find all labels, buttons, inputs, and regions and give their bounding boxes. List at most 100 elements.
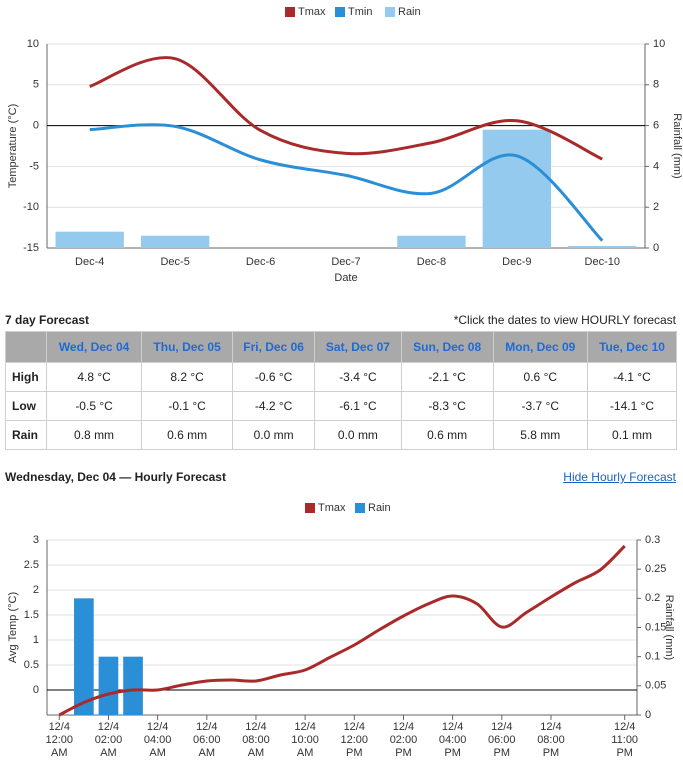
date-link[interactable]: Sun, Dec 08 — [400, 331, 494, 363]
x-tick-label: 12/4 12:00 PM — [340, 721, 369, 759]
legend-swatch — [385, 7, 395, 17]
date-link[interactable]: Mon, Dec 09 — [492, 331, 589, 363]
y-tick-label: -10 — [23, 201, 39, 213]
x-tick-label: 12/4 02:00 AM — [94, 721, 123, 759]
y-tick-label: 3 — [33, 534, 39, 546]
date-link[interactable]: Fri, Dec 06 — [232, 331, 316, 363]
legend-swatch — [335, 7, 345, 17]
y-tick-label: 1 — [33, 634, 39, 646]
y2-tick-label: 0.05 — [645, 680, 666, 692]
temp-line — [89, 123, 604, 242]
y-tick-label: 1.5 — [24, 609, 39, 621]
table-row: Low -0.5 °C -0.1 °C -4.2 °C -6.1 °C -8.3 °C -3… — [5, 391, 677, 421]
cell: -8.3 °C — [400, 391, 494, 421]
legend-label: Tmax — [318, 502, 346, 514]
date-link[interactable]: Sat, Dec 07 — [314, 331, 402, 363]
x-tick-label: 12/4 10:00 AM — [291, 721, 319, 759]
rain-bar — [568, 245, 637, 248]
y2-tick-label: 6 — [653, 120, 659, 132]
x-tick-label: 12/4 04:00 PM — [438, 721, 467, 759]
table-row: High 4.8 °C 8.2 °C -0.6 °C -3.4 °C -2.1 °C 0.6… — [5, 362, 677, 392]
y2-tick-label: 0.1 — [645, 651, 660, 663]
cell: -4.1 °C — [587, 362, 677, 392]
y-tick-label: 0 — [33, 120, 39, 132]
header-row: Wed, Dec 04 Thu, Dec 05 Fri, Dec 06 Sat, De… — [5, 331, 677, 363]
y2-tick-label: 2 — [653, 201, 659, 213]
y-tick-label: 2.5 — [24, 559, 39, 571]
y2-tick-label: 0.25 — [645, 563, 666, 575]
hide-hourly-link[interactable]: Hide Hourly Forecast — [563, 470, 676, 484]
temp-line — [58, 544, 626, 717]
cell: 4.8 °C — [45, 362, 143, 392]
rain-bar — [482, 129, 552, 248]
rain-bar — [74, 598, 94, 715]
cell: -3.4 °C — [314, 362, 402, 392]
cell: -3.7 °C — [492, 391, 589, 421]
x-tick-label: Dec-4 — [75, 256, 104, 268]
y2-tick-label: 0.3 — [645, 534, 660, 546]
forecast-title: 7 day Forecast — [5, 313, 90, 327]
cell: 0.1 mm — [587, 420, 677, 450]
x-axis-title: Date — [334, 272, 357, 284]
daily-chart: Tmax Tmin Rain -15 -10 -5 0 5 10 0 2 4 6 8 10 Temperatu… — [7, 6, 683, 284]
y-tick-label: 5 — [33, 79, 39, 91]
x-tick-label: 12/4 04:00 AM — [143, 721, 172, 759]
cell: -6.1 °C — [314, 391, 402, 421]
x-tick-label: Dec-9 — [502, 256, 531, 268]
date-link[interactable]: Thu, Dec 05 — [141, 331, 234, 363]
x-tick-label: Dec-7 — [331, 256, 360, 268]
y-tick-label: -15 — [23, 242, 39, 254]
x-tick-label: Dec-8 — [417, 256, 446, 268]
x-tick-label: Dec-6 — [246, 256, 275, 268]
y-tick-label: 2 — [33, 584, 39, 596]
forecast-table: Wed, Dec 04 Thu, Dec 05 Fri, Dec 06 Sat, De… — [5, 331, 677, 450]
forecast-note: *Click the dates to view HOURLY forecast — [453, 313, 676, 327]
cell: 0.6 mm — [141, 420, 234, 450]
row-label: High — [5, 362, 47, 392]
cell: -14.1 °C — [587, 391, 677, 421]
hourly-chart: Tmax Rain 0 0.5 1 1.5 2 2.5 3 0 0.05 0.1 0.15 0.2 0.25… — [7, 502, 675, 721]
x-tick-label: Dec-5 — [160, 256, 189, 268]
y-axis-title: Temperature (°C) — [7, 104, 19, 188]
y2-tick-label: 0 — [653, 242, 659, 254]
temp-line — [89, 56, 603, 161]
x-tick-label: 12/4 08:00 PM — [537, 721, 565, 759]
x-tick-label: 12/4 06:00 PM — [488, 721, 516, 759]
cell: 0.8 mm — [45, 420, 143, 450]
y-tick-label: 0 — [33, 684, 39, 696]
y-axis-title: Avg Temp (°C) — [7, 592, 19, 663]
x-tick-label: 12/4 12:00 AM — [45, 721, 74, 759]
row-label: Rain — [5, 420, 47, 450]
legend-label: Rain — [368, 502, 391, 514]
date-link[interactable]: Tue, Dec 10 — [587, 331, 677, 363]
y2-tick-label: 0.2 — [645, 592, 660, 604]
y-tick-label: 10 — [27, 38, 39, 50]
legend-label: Rain — [398, 6, 421, 18]
y2-axis-title: Rainfall (mm) — [663, 595, 675, 660]
y2-tick-label: 4 — [653, 160, 659, 172]
cell: 8.2 °C — [141, 362, 234, 392]
rain-bar — [397, 235, 466, 248]
y2-axis-title: Rainfall (mm) — [671, 113, 683, 178]
y2-tick-label: 8 — [653, 79, 659, 91]
x-tick-label: 12/4 08:00 AM — [242, 721, 270, 759]
cell: -0.6 °C — [232, 362, 316, 392]
y2-tick-label: 10 — [653, 38, 665, 50]
cell: 5.8 mm — [492, 420, 589, 450]
date-link[interactable]: Wed, Dec 04 — [45, 331, 143, 363]
rain-bar — [98, 656, 119, 715]
legend-swatch — [355, 503, 365, 513]
legend-swatch — [305, 503, 315, 513]
cell: -4.2 °C — [232, 391, 316, 421]
cell: 0.6 mm — [400, 420, 494, 450]
rain-bar — [55, 231, 124, 248]
rain-bar — [140, 235, 210, 248]
y-tick-label: -5 — [29, 160, 39, 172]
x-tick-label: 12/4 02:00 PM — [389, 721, 418, 759]
y-tick-label: 0.5 — [24, 659, 39, 671]
corner-cell — [5, 331, 47, 363]
legend-label: Tmin — [348, 6, 372, 18]
cell: -0.5 °C — [45, 391, 143, 421]
cell: 0.0 mm — [314, 420, 402, 450]
y2-tick-label: 0 — [645, 709, 651, 721]
